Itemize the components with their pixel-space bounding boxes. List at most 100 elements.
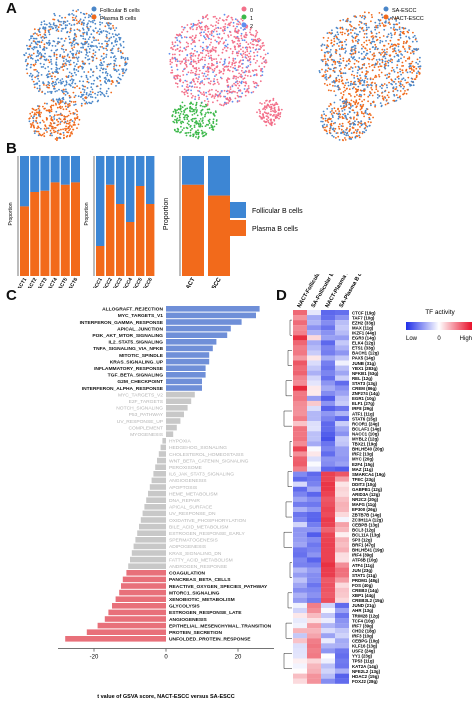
umap-point xyxy=(36,105,39,107)
umap-point xyxy=(41,133,44,136)
umap-point xyxy=(369,114,372,116)
umap-point xyxy=(200,26,203,28)
heatmap-row-label: MYBL2 (12g) xyxy=(352,437,379,442)
heatmap-cell xyxy=(321,380,335,386)
umap-point xyxy=(247,90,250,93)
umap-point xyxy=(413,66,416,68)
umap-point xyxy=(200,109,203,112)
umap-point xyxy=(82,47,84,49)
umap-point xyxy=(331,81,334,83)
umap-point xyxy=(174,109,177,112)
umap-point xyxy=(399,36,402,39)
gsva-bar-label: TNFA_SIGNALING_VIA_NFKB xyxy=(93,346,163,352)
umap-point xyxy=(355,118,358,121)
umap-point xyxy=(358,20,361,23)
heatmap-row-label: NFE2L2 (13g) xyxy=(352,669,381,674)
umap-point xyxy=(385,40,387,42)
umap-point xyxy=(195,34,197,37)
heatmap-row-label: ATF4 (11g) xyxy=(352,563,375,568)
umap-point xyxy=(65,58,68,61)
umap-point xyxy=(401,84,404,86)
umap-point xyxy=(354,129,357,131)
umap-point xyxy=(350,53,353,56)
umap-point xyxy=(183,26,186,29)
umap-point xyxy=(236,23,238,25)
umap-point xyxy=(194,121,197,123)
umap-point xyxy=(347,81,350,84)
heatmap-cell xyxy=(293,400,307,407)
umap-point xyxy=(42,27,44,30)
umap-point xyxy=(192,65,194,68)
umap-point xyxy=(330,53,333,56)
umap-point xyxy=(192,108,195,111)
umap-point xyxy=(204,16,207,18)
umap-point xyxy=(393,26,395,29)
umap-point xyxy=(352,118,355,120)
umap-point xyxy=(66,120,69,122)
umap-point xyxy=(193,110,195,113)
umap-point xyxy=(325,73,327,76)
heatmap-cell xyxy=(335,633,349,639)
umap-point xyxy=(227,78,230,80)
umap-point xyxy=(183,62,186,65)
umap-point xyxy=(75,108,77,111)
heatmap-cell xyxy=(307,426,321,432)
umap-point xyxy=(246,46,249,49)
umap-point xyxy=(202,105,204,108)
umap-point xyxy=(348,88,351,90)
gsva-bar xyxy=(166,325,231,332)
umap-point xyxy=(183,104,186,107)
umap-point xyxy=(337,125,340,128)
umap-point xyxy=(54,138,57,140)
umap-point xyxy=(407,76,410,79)
umap-point xyxy=(51,127,53,130)
umap-point xyxy=(371,38,374,40)
umap-point xyxy=(349,125,351,128)
umap-point xyxy=(342,48,345,50)
umap-point xyxy=(33,83,36,86)
umap-point xyxy=(348,110,351,113)
gsva-bar xyxy=(166,378,202,385)
heatmap-cell xyxy=(335,557,349,563)
umap-point xyxy=(34,109,37,112)
umap-point xyxy=(29,72,32,75)
umap-point xyxy=(104,81,106,83)
umap-point xyxy=(399,98,402,100)
umap-point xyxy=(213,78,215,80)
umap-point xyxy=(418,60,421,63)
umap-point xyxy=(333,71,336,73)
umap-point xyxy=(69,50,72,53)
umap-point xyxy=(338,48,341,50)
umap-point xyxy=(186,73,188,76)
umap-point xyxy=(334,51,337,53)
umap-point xyxy=(224,95,226,98)
gsva-bar-label: CHOLESTEROL_HOMEOSTASIS xyxy=(169,452,244,458)
umap-point xyxy=(237,76,239,79)
umap-point xyxy=(179,104,182,107)
umap-point xyxy=(192,59,195,61)
umap-point xyxy=(377,18,380,21)
heatmap-row-label: TFEC (23g) xyxy=(352,477,376,482)
umap-point xyxy=(102,52,105,55)
heatmap-cell xyxy=(321,648,335,654)
umap-point xyxy=(171,115,174,118)
umap-point xyxy=(339,88,341,91)
umap-point xyxy=(264,62,267,64)
umap-point xyxy=(363,36,365,39)
umap-point xyxy=(365,72,368,75)
umap-point xyxy=(410,77,413,80)
umap-point xyxy=(51,77,53,80)
heatmap-cell xyxy=(321,320,335,326)
umap-point xyxy=(333,90,336,92)
gsva-bar xyxy=(149,484,166,490)
heatmap-cell xyxy=(307,481,321,487)
umap-point xyxy=(199,124,202,127)
umap-point xyxy=(87,29,90,32)
umap-point xyxy=(69,128,71,130)
umap-point xyxy=(206,25,209,28)
umap-point xyxy=(61,100,64,102)
umap-point xyxy=(176,44,179,47)
umap-point xyxy=(401,54,404,56)
umap-point xyxy=(58,97,61,100)
umap-point xyxy=(113,29,116,32)
